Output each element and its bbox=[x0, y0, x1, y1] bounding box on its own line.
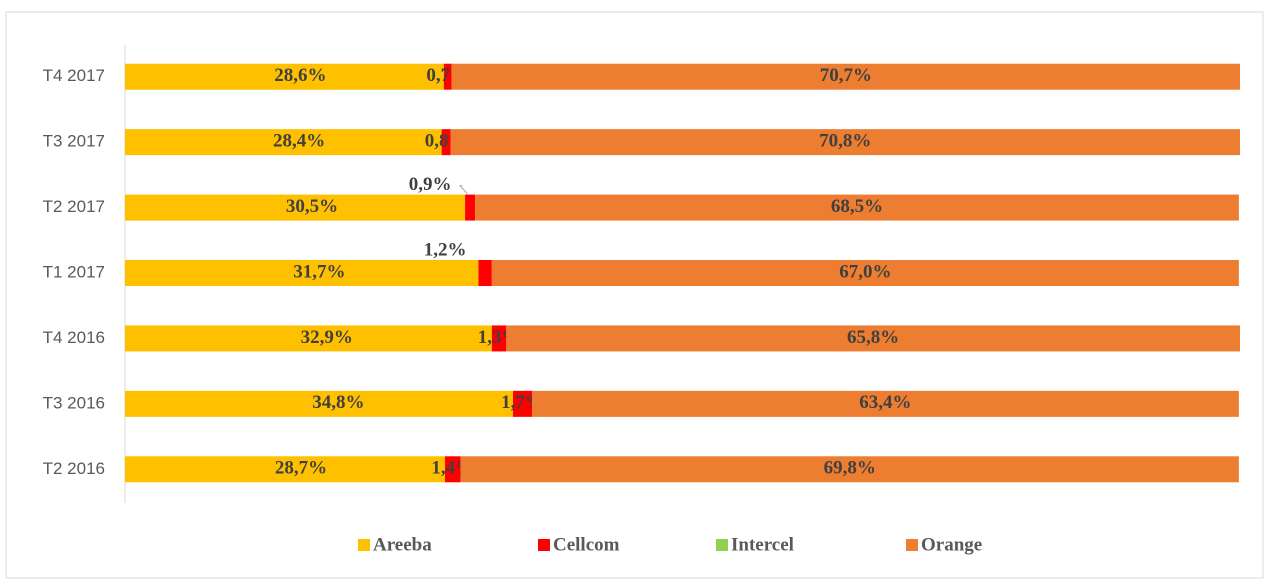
data-label: 70,8% bbox=[819, 131, 871, 152]
y-tick-label: T2 2016 bbox=[43, 459, 105, 478]
data-label: 70,7% bbox=[820, 65, 872, 86]
legend-label: Orange bbox=[921, 534, 982, 555]
data-label: 63,4% bbox=[859, 392, 911, 413]
y-tick-label: T4 2017 bbox=[43, 66, 105, 85]
y-tick-label: T2 2017 bbox=[43, 197, 105, 216]
data-label: 69,8% bbox=[824, 458, 876, 479]
bar-segment bbox=[125, 260, 479, 286]
bar-segment bbox=[125, 194, 466, 221]
data-label: 28,4% bbox=[273, 131, 325, 152]
data-label: 34,8% bbox=[312, 392, 364, 413]
bar-segment bbox=[513, 390, 532, 417]
bar-segment bbox=[441, 129, 451, 156]
legend-swatch bbox=[716, 539, 728, 551]
legend-swatch bbox=[358, 539, 370, 551]
data-label: 31,7% bbox=[293, 261, 345, 282]
bar-segment bbox=[443, 63, 452, 90]
bar-segment bbox=[451, 63, 1240, 90]
data-label: 32,9% bbox=[301, 327, 353, 348]
data-label: 65,8% bbox=[847, 327, 899, 348]
bar-segment bbox=[506, 325, 1241, 352]
bar-segment bbox=[491, 260, 1239, 286]
bar-segment bbox=[125, 325, 492, 352]
bar-segment bbox=[478, 260, 492, 286]
bar-segment bbox=[450, 129, 1241, 156]
legend-label: Intercel bbox=[731, 534, 794, 555]
bar-segment bbox=[125, 390, 514, 417]
chart-border bbox=[5, 11, 1264, 579]
data-label: 0,9% bbox=[409, 174, 452, 195]
y-tick-label: T1 2017 bbox=[43, 262, 105, 281]
bar-segment bbox=[125, 63, 444, 90]
data-label: 1,2% bbox=[424, 239, 467, 260]
bar-segment bbox=[491, 325, 507, 352]
data-label: 30,5% bbox=[286, 196, 338, 217]
data-label: 67,0% bbox=[839, 261, 891, 282]
bar-segment bbox=[125, 129, 442, 156]
bar-segment bbox=[460, 456, 1239, 483]
bar-segment bbox=[531, 390, 1239, 417]
y-tick-label: T3 2017 bbox=[43, 132, 105, 151]
data-label: 28,6% bbox=[274, 65, 326, 86]
y-tick-label: T4 2016 bbox=[43, 328, 105, 347]
legend-swatch bbox=[538, 539, 550, 551]
bar-segment bbox=[465, 194, 476, 221]
data-label: 28,7% bbox=[275, 458, 327, 479]
bar-segment bbox=[125, 456, 446, 483]
legend-label: Cellcom bbox=[553, 534, 620, 555]
legend-label: Areeba bbox=[373, 534, 432, 555]
leader-line bbox=[458, 185, 468, 194]
legend-swatch bbox=[906, 539, 918, 551]
data-label: 68,5% bbox=[831, 196, 883, 217]
bar-segment bbox=[475, 194, 1239, 221]
y-tick-label: T3 2016 bbox=[43, 393, 105, 412]
bar-segment bbox=[445, 456, 461, 483]
